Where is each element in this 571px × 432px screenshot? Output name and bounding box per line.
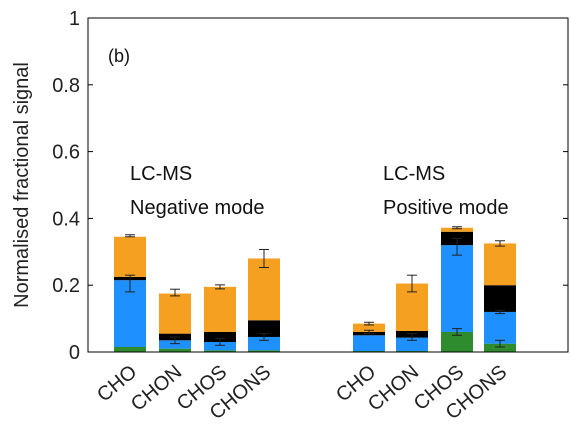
y-tick-label: 0.2 <box>52 275 80 297</box>
bar-segment-blue <box>248 336 280 351</box>
bar-segment-blue <box>484 311 516 344</box>
plot-frame <box>87 17 569 353</box>
y-axis-label: Normalised fractional signal <box>11 62 33 308</box>
bar-segment-green <box>204 350 236 352</box>
bar-segment-green <box>396 350 428 352</box>
axes <box>87 17 569 353</box>
bar-segment-blue <box>353 335 385 351</box>
annotation-line: LC-MS <box>130 163 192 185</box>
bar-segment-green <box>248 350 280 352</box>
bar-segment-blue <box>159 340 191 349</box>
annotation-line: Positive mode <box>383 197 509 219</box>
bar-segment-green <box>114 346 146 352</box>
bar-segment-black <box>248 320 280 337</box>
bar-segment-black <box>484 285 516 312</box>
bar-segment-blue <box>204 341 236 351</box>
bar-segment-orange <box>114 236 146 277</box>
y-tick-label: 0.8 <box>52 75 80 97</box>
panel-label: (b) <box>108 46 130 66</box>
bar-segment-green <box>441 331 473 352</box>
bar-segment-green <box>484 343 516 352</box>
annotation-line: Negative mode <box>130 197 265 219</box>
bar-segment-orange <box>159 293 191 334</box>
annotation-line: LC-MS <box>383 163 445 185</box>
bar-segment-green <box>159 348 191 352</box>
y-tick-label: 0.6 <box>52 142 80 164</box>
bar-segment-black <box>204 331 236 342</box>
bar-segment-orange <box>204 286 236 332</box>
bar-segment-orange <box>441 227 473 232</box>
labels: 0 0.2 0.4 0.6 0.8 1 Normalised fractional sign… <box>11 8 511 424</box>
bar-segment-orange <box>484 243 516 286</box>
y-tick-label: 1 <box>69 8 80 30</box>
bar-segment-green <box>353 350 385 352</box>
y-tick-label: 0.4 <box>52 208 80 230</box>
bar-segment-orange <box>353 323 385 332</box>
y-tick-label: 0 <box>69 342 80 364</box>
bar-segment-blue <box>441 245 473 332</box>
bar-segment-blue <box>396 337 428 351</box>
plot-area <box>114 226 516 352</box>
x-tick-label: CHON <box>127 361 186 416</box>
bar-segment-orange <box>248 258 280 321</box>
